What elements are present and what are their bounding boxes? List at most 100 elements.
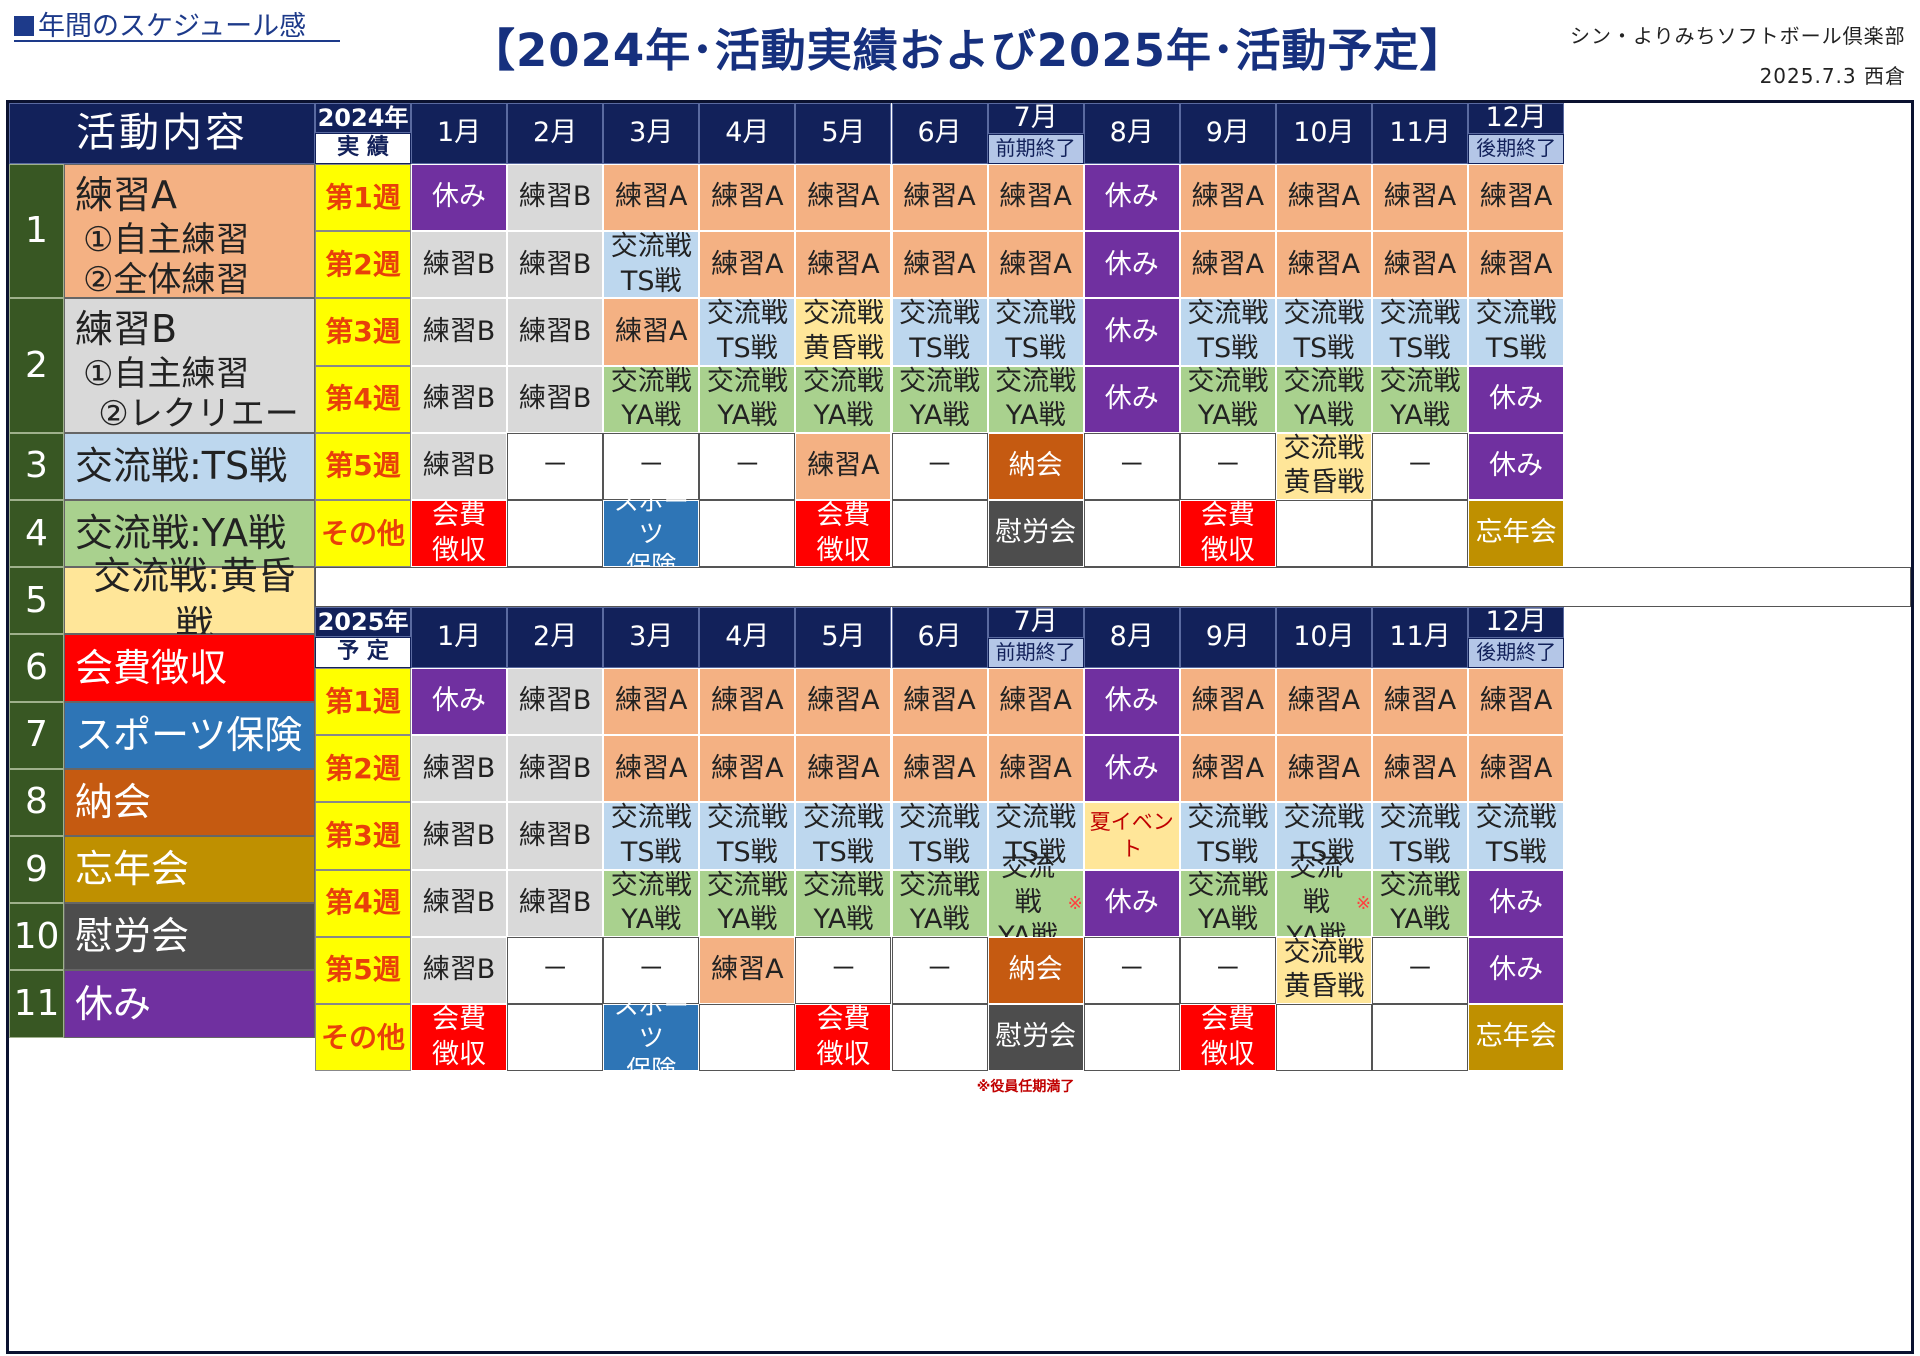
schedule-cell: 交流戦 YA戦: [1275, 365, 1372, 433]
schedule-cell: 休み: [1083, 735, 1180, 803]
schedule-cell: 練習A: [1179, 164, 1276, 232]
legend-item-7: スポーツ保険: [64, 701, 315, 769]
schedule-cell: 交流戦 黄昏戦: [1275, 936, 1372, 1004]
schedule-cell: [1275, 500, 1372, 568]
schedule-cell: [1372, 1004, 1469, 1072]
schedule-cell: －: [891, 432, 988, 500]
week-label: 第4週: [315, 869, 411, 937]
schedule-cell: －: [1372, 432, 1469, 500]
period-end-label: 前期終了: [987, 134, 1084, 164]
month-header: 7月: [987, 102, 1084, 134]
schedule-cell: 練習A: [1275, 668, 1372, 736]
week-label: 第1週: [315, 668, 411, 736]
week-label: 第3週: [315, 298, 411, 366]
legend-item-8: 納会: [64, 768, 315, 836]
schedule-cell: 休み: [411, 164, 508, 232]
schedule-cell: 交流戦 TS戦: [1179, 298, 1276, 366]
schedule-cell: 交流戦 YA戦: [699, 869, 796, 937]
schedule-cell: 会費 徴収: [411, 1004, 508, 1072]
schedule-cell: 交流戦 TS戦: [699, 802, 796, 870]
schedule-cell: －: [603, 936, 700, 1004]
schedule-cell: 練習B: [507, 164, 604, 232]
schedule-cell: 練習A: [795, 432, 892, 500]
schedule-cell: 練習A: [987, 668, 1084, 736]
year-label: 2024年: [315, 103, 411, 133]
schedule-cell: 練習A: [891, 164, 988, 232]
schedule-cell: [1083, 1004, 1180, 1072]
schedule-cell: 交流戦 TS戦: [1468, 298, 1565, 366]
schedule-cell: 会費 徴収: [411, 500, 508, 568]
period-end-label: 後期終了: [1468, 638, 1565, 668]
section-label-text: 年間のスケジュール感: [38, 11, 307, 42]
month-header: 3月: [603, 607, 700, 668]
month-header: 4月: [699, 607, 796, 668]
week-label: 第2週: [315, 735, 411, 803]
legend-item-5: 交流戦:黄昏戦: [64, 554, 315, 647]
schedule-cell: 練習A: [699, 936, 796, 1004]
legend-number: 2: [9, 298, 64, 433]
month-header: 9月: [1179, 607, 1276, 668]
schedule-cell: －: [603, 432, 700, 500]
legend-sub-item: ①自主練習: [83, 219, 250, 260]
schedule-cell: 交流戦 TS戦: [891, 802, 988, 870]
month-header: 11月: [1372, 607, 1469, 668]
schedule-cell: 交流戦 YA戦: [795, 869, 892, 937]
footnote: ※役員任期満了: [976, 1079, 1075, 1096]
schedule-cell: 練習B: [411, 231, 508, 299]
schedule-cell: 交流戦 黄昏戦: [795, 298, 892, 366]
schedule-cell: 練習A: [1372, 231, 1469, 299]
week-label: その他: [315, 500, 411, 568]
schedule-cell: 交流戦 YA戦: [891, 365, 988, 433]
table-kind: 実 績: [315, 133, 411, 164]
schedule-cell: 練習B: [507, 869, 604, 937]
schedule-cell: 練習A: [699, 164, 796, 232]
month-header: 4月: [699, 103, 796, 164]
legend-number: 3: [9, 432, 64, 500]
schedule-cell: 練習A: [1275, 164, 1372, 232]
schedule-cell: 練習B: [507, 668, 604, 736]
schedule-cell: 交流戦 TS戦: [1372, 802, 1469, 870]
month-header: 12月: [1468, 102, 1565, 134]
schedule-cell: 練習B: [411, 432, 508, 500]
schedule-cell: －: [795, 936, 892, 1004]
schedule-cell: 忘年会: [1468, 500, 1565, 568]
schedule-cell: －: [507, 936, 604, 1004]
schedule-cell: 交流戦 YA戦: [1179, 869, 1276, 937]
schedule-cell: 慰労会: [987, 1004, 1084, 1072]
schedule-cell: 交流戦 TS戦: [795, 802, 892, 870]
schedule-cell: 交流戦 黄昏戦: [1275, 432, 1372, 500]
schedule-cell: 練習B: [411, 869, 508, 937]
legend-sub-item: ①自主練習: [83, 354, 250, 395]
schedule-cell: 練習B: [411, 936, 508, 1004]
month-header: 5月: [795, 103, 892, 164]
schedule-cell: 忘年会: [1468, 1004, 1565, 1072]
schedule-cell: 夏イベント: [1083, 802, 1180, 870]
month-header: 8月: [1083, 103, 1180, 164]
schedule-cell: 練習A: [603, 164, 700, 232]
month-header: 1月: [411, 103, 508, 164]
schedule-cell: －: [1179, 936, 1276, 1004]
schedule-cell: 練習A: [1372, 735, 1469, 803]
schedule-cell: 練習A: [1372, 164, 1469, 232]
month-header: 5月: [795, 607, 892, 668]
month-header: 6月: [891, 103, 988, 164]
week-label: 第5週: [315, 936, 411, 1004]
schedule-cell: －: [1179, 432, 1276, 500]
schedule-cell: 休み: [1083, 231, 1180, 299]
schedule-cell: 交流戦 YA戦: [603, 869, 700, 937]
schedule-cell: 交流戦 YA戦: [699, 365, 796, 433]
schedule-cell: 休み: [411, 668, 508, 736]
schedule-cell: 練習A: [1179, 231, 1276, 299]
schedule-cell: 練習A: [987, 231, 1084, 299]
schedule-cell: 練習A: [1468, 231, 1565, 299]
schedule-cell: 慰労会: [987, 500, 1084, 568]
schedule-cell: 交流戦 TS戦: [1372, 298, 1469, 366]
period-end-label: 後期終了: [1468, 134, 1565, 164]
schedule-cell: 納会: [987, 936, 1084, 1004]
schedule-cell: 交流戦 TS戦: [603, 802, 700, 870]
schedule-cell: －: [1083, 432, 1180, 500]
schedule-cell: 交流戦 TS戦: [987, 298, 1084, 366]
legend-number: 11: [9, 970, 64, 1038]
schedule-cell: [507, 500, 604, 568]
schedule-cell: 休み: [1083, 365, 1180, 433]
